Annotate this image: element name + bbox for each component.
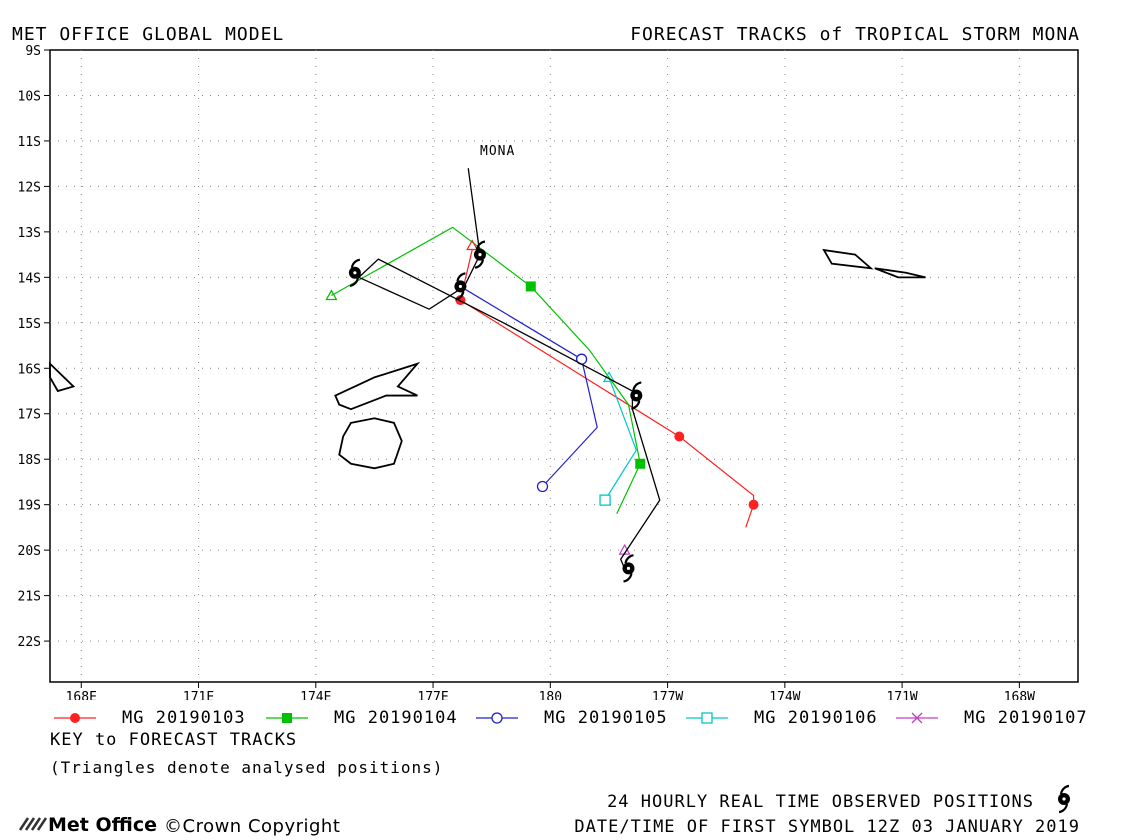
header-right-title: FORECAST TRACKS of TROPICAL STORM MONA xyxy=(630,24,1080,45)
map-frame xyxy=(49,49,1079,683)
lat-label: 11S xyxy=(18,135,41,150)
forecast-track xyxy=(599,377,637,506)
track-marker-open-square xyxy=(599,494,611,506)
first-symbol-datetime: DATE/TIME OF FIRST SYMBOL 12Z 03 JANUARY… xyxy=(574,817,1080,837)
storm-label: MONA xyxy=(480,144,515,159)
track-marker-open-square xyxy=(701,712,713,724)
forecast-track xyxy=(454,280,598,493)
key-title: KEY to FORECAST TRACKS xyxy=(50,730,298,750)
lon-label: 168E xyxy=(66,690,97,700)
track-marker-filled-square xyxy=(525,281,536,292)
header-left-title: MET OFFICE GLOBAL MODEL xyxy=(12,24,285,45)
lat-label: 13S xyxy=(18,226,41,241)
observed-position-symbol-key xyxy=(1058,784,1070,814)
track-marker-filled-circle xyxy=(70,713,80,723)
lat-label: 9S xyxy=(25,44,41,59)
observed-position-symbol xyxy=(622,554,635,583)
copyright-notice: ©Crown Copyright xyxy=(164,816,341,837)
lon-label: 177W xyxy=(652,690,683,700)
forecast-track-line xyxy=(460,285,598,487)
observed-positions-label: 24 HOURLY REAL TIME OBSERVED POSITIONS xyxy=(607,792,1034,812)
lon-label: 174E xyxy=(300,690,331,700)
track-marker-open-circle xyxy=(536,480,549,493)
met-office-logo: Met Office xyxy=(18,814,157,836)
lat-label: 16S xyxy=(18,362,41,377)
track-marker-cross xyxy=(911,712,923,724)
brand-name: Met Office xyxy=(48,814,157,836)
lat-label: 18S xyxy=(18,453,41,468)
lon-label: 171W xyxy=(886,690,917,700)
latitude-ticks: 9S 10S 11S 12S 13S 14S 15S 16S 17S 18S 19S 20S 21S 22… xyxy=(18,44,50,650)
lat-label: 22S xyxy=(18,635,41,650)
forecast-track-line xyxy=(459,249,755,528)
legend-label: MG 20190104 xyxy=(334,708,458,728)
lat-label: 21S xyxy=(18,590,41,605)
analysed-position-triangle xyxy=(325,289,338,301)
island-outline xyxy=(334,361,421,411)
track-marker-filled-square xyxy=(282,713,292,723)
legend-swatch xyxy=(896,712,938,724)
track-marker-filled-circle xyxy=(748,499,759,510)
legend-label: MG 20190103 xyxy=(122,708,246,728)
lat-label: 15S xyxy=(18,317,41,332)
lon-label: 177E xyxy=(417,690,448,700)
legend-swatch xyxy=(476,712,518,724)
key-note: (Triangles denote analysed positions) xyxy=(50,758,444,777)
lat-label: 17S xyxy=(18,408,41,423)
forecast-track-line xyxy=(604,377,637,501)
observed-track-layer xyxy=(348,168,661,583)
met-office-wave-icon xyxy=(18,817,48,831)
forecast-track xyxy=(331,226,646,515)
lat-label: 19S xyxy=(18,499,41,514)
lat-label: 12S xyxy=(18,180,41,195)
map-grid xyxy=(50,50,1078,682)
forecast-tracks xyxy=(325,226,759,555)
island-outline xyxy=(338,417,403,470)
observed-position-symbol xyxy=(348,258,361,287)
observed-position-symbol xyxy=(454,272,467,301)
track-marker-filled-square xyxy=(635,458,646,469)
lat-label: 20S xyxy=(18,544,41,559)
legend-label: MG 20190105 xyxy=(544,708,668,728)
longitude-ticks: 168E 171E 174E 177E 180 177W 174W 171W 168W xyxy=(66,682,1035,700)
legend-label: MG 20190107 xyxy=(964,708,1088,728)
analysed-position-triangle xyxy=(466,239,479,251)
lon-label: 168W xyxy=(1004,690,1035,700)
island-outline xyxy=(49,361,76,393)
observed-position-symbol xyxy=(1058,784,1070,814)
lon-label: 174W xyxy=(769,690,800,700)
lon-label: 171E xyxy=(183,690,214,700)
observed-position-symbol xyxy=(630,381,643,410)
track-marker-filled-circle xyxy=(674,431,685,442)
forecast-track xyxy=(455,249,759,528)
island-outline xyxy=(822,248,874,270)
legend-swatch xyxy=(54,713,96,723)
track-marker-open-circle xyxy=(491,712,503,724)
island-outlines xyxy=(49,248,926,470)
lat-label: 14S xyxy=(18,271,41,286)
legend-label: MG 20190106 xyxy=(754,708,878,728)
lon-label: 180 xyxy=(539,690,562,700)
observed-position-symbol xyxy=(473,240,486,269)
lat-label: 10S xyxy=(18,89,41,104)
legend-swatch xyxy=(266,713,308,723)
storm-track-map: 9S 10S 11S 12S 13S 14S 15S 16S 17S 18S 19S 20S 21S 22… xyxy=(18,44,1079,700)
island-outline xyxy=(874,267,926,279)
legend-swatch xyxy=(686,712,728,724)
